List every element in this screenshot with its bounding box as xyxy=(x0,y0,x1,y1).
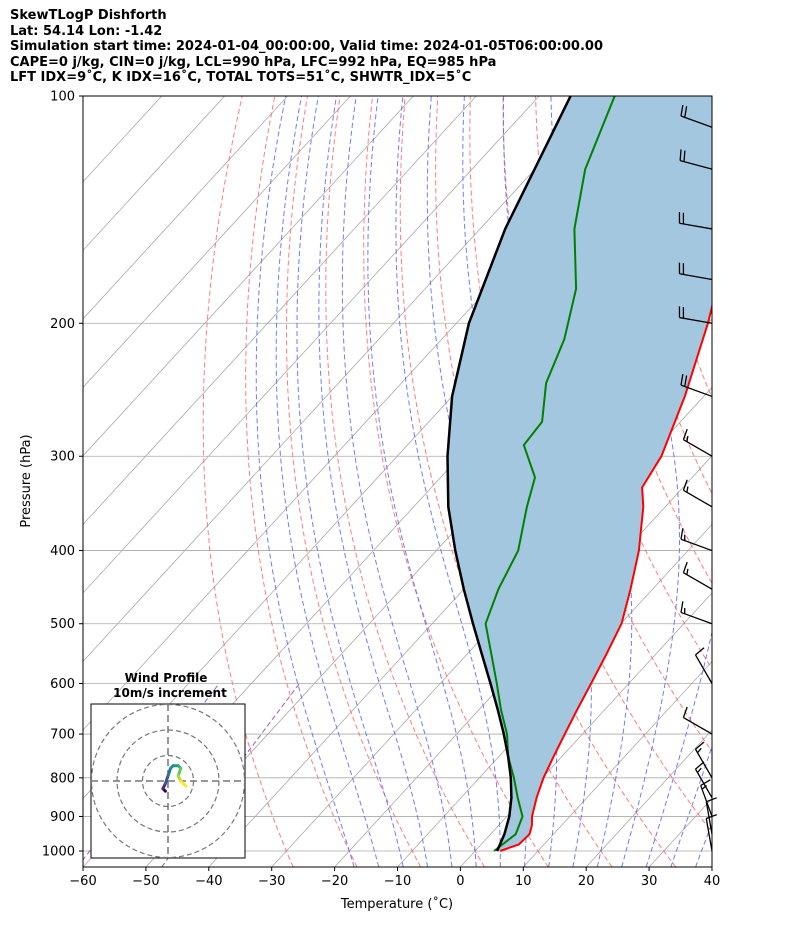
wind-barb xyxy=(678,262,713,281)
dry-adiabat xyxy=(245,96,358,867)
x-tick-label: 10 xyxy=(515,874,532,889)
x-tick-label: 30 xyxy=(641,874,658,889)
parcel-profile-line xyxy=(446,96,572,852)
isotherm xyxy=(460,592,712,867)
wind-barb xyxy=(700,779,713,817)
stability-parameters: CAPE=0 j/kg, CIN=0 j/kg, LCL=990 hPa, LF… xyxy=(10,54,497,70)
cape-cin-shading xyxy=(447,96,712,851)
inset-content xyxy=(91,704,245,858)
y-tick-label: 300 xyxy=(50,450,75,465)
moist-adiabat xyxy=(255,96,355,867)
isotherm xyxy=(83,96,351,388)
wind-barb xyxy=(682,428,713,457)
x-tick-label: −40 xyxy=(195,874,222,889)
x-tick-label: −50 xyxy=(132,874,159,889)
x-tick-label: −10 xyxy=(384,874,411,889)
dewpoint-profile-line xyxy=(484,96,616,852)
x-axis-label: Temperature (˚C) xyxy=(340,896,453,912)
isotherm xyxy=(711,866,712,867)
moist-adiabat xyxy=(645,96,712,867)
isotherm xyxy=(83,96,288,320)
wind-barb xyxy=(678,306,713,324)
chart-title: SkewTLogP Dishforth xyxy=(10,8,167,23)
wind-barb xyxy=(680,104,713,128)
isotherm xyxy=(83,96,225,251)
simulation-times: Simulation start time: 2024-01-04_00:00:… xyxy=(10,39,603,54)
dry-adiabat xyxy=(731,96,794,867)
wind-barb xyxy=(680,601,713,625)
dry-adiabat xyxy=(764,96,794,867)
hodograph-ring xyxy=(91,704,245,858)
y-tick-label: 900 xyxy=(50,810,75,825)
y-tick-label: 400 xyxy=(50,544,75,559)
y-tick-label: 1000 xyxy=(42,845,75,860)
wind-barb xyxy=(678,212,713,230)
x-tick-label: −20 xyxy=(321,874,348,889)
isotherm xyxy=(83,96,477,525)
series-layer xyxy=(446,96,712,852)
y-tick-label: 800 xyxy=(50,771,75,786)
isotherm xyxy=(83,96,603,663)
dry-adiabat xyxy=(325,96,485,867)
wind-barb xyxy=(694,761,713,799)
station-coordinates: Lat: 54.14 Lon: -1.42 xyxy=(10,23,163,39)
y-tick-label: 100 xyxy=(50,90,75,105)
chart-title-block: SkewTLogP Dishforth Lat: 54.14 Lon: -1.4… xyxy=(10,8,603,86)
x-tick-label: −60 xyxy=(69,874,96,889)
dry-adiabat xyxy=(697,96,712,166)
moist-adiabat xyxy=(720,96,794,867)
x-tick-label: 40 xyxy=(704,874,721,889)
wind-barb xyxy=(705,797,717,835)
isotherm xyxy=(523,660,712,867)
x-tick-label: 20 xyxy=(578,874,595,889)
wind-barb xyxy=(682,706,713,735)
isotherm xyxy=(83,96,414,457)
isotherm xyxy=(83,96,540,594)
wind-barbs xyxy=(678,104,717,852)
moist-adiabat xyxy=(275,96,380,867)
isotherm xyxy=(585,729,712,867)
wind-barb xyxy=(679,149,713,170)
y-tick-label: 200 xyxy=(50,317,75,332)
x-tick-label: −30 xyxy=(258,874,285,889)
y-tick-label: 500 xyxy=(50,617,75,632)
stability-indices: LFT IDX=9˚C, K IDX=16˚C, TOTAL TOTS=51˚C… xyxy=(10,70,472,85)
isotherm xyxy=(334,455,712,867)
isotherm xyxy=(775,96,794,867)
hodograph-segment xyxy=(179,779,188,788)
axes-layer: −60 −50 −40 −30 −20 −10 0 10 20 30 40 1000 900 800 700… xyxy=(42,90,720,890)
x-tick-label: 0 xyxy=(456,874,464,889)
wind-barb xyxy=(694,647,713,684)
y-tick-label: 600 xyxy=(50,677,75,692)
y-axis-label: Pressure (hPa) xyxy=(19,434,34,527)
dry-adiabat xyxy=(202,96,294,867)
moist-adiabat xyxy=(670,744,712,867)
inset-title: Wind Profile xyxy=(125,671,208,685)
y-tick-label: 700 xyxy=(50,728,75,743)
moist-adiabat xyxy=(341,96,453,867)
moist-adiabat xyxy=(318,96,429,867)
moist-adiabat xyxy=(367,96,477,867)
wind-barb xyxy=(682,479,713,508)
wind-barb xyxy=(680,528,713,552)
temperature-profile-line xyxy=(499,302,712,852)
wind-barb xyxy=(680,374,713,398)
moist-adiabat xyxy=(296,96,404,867)
wind-barb xyxy=(694,741,713,779)
dry-adiabat xyxy=(286,96,422,867)
wind-profile-inset: Wind Profile 10m/s increment xyxy=(90,671,246,859)
wind-barb xyxy=(682,561,713,590)
inset-subtitle: 10m/s increment xyxy=(113,686,227,700)
